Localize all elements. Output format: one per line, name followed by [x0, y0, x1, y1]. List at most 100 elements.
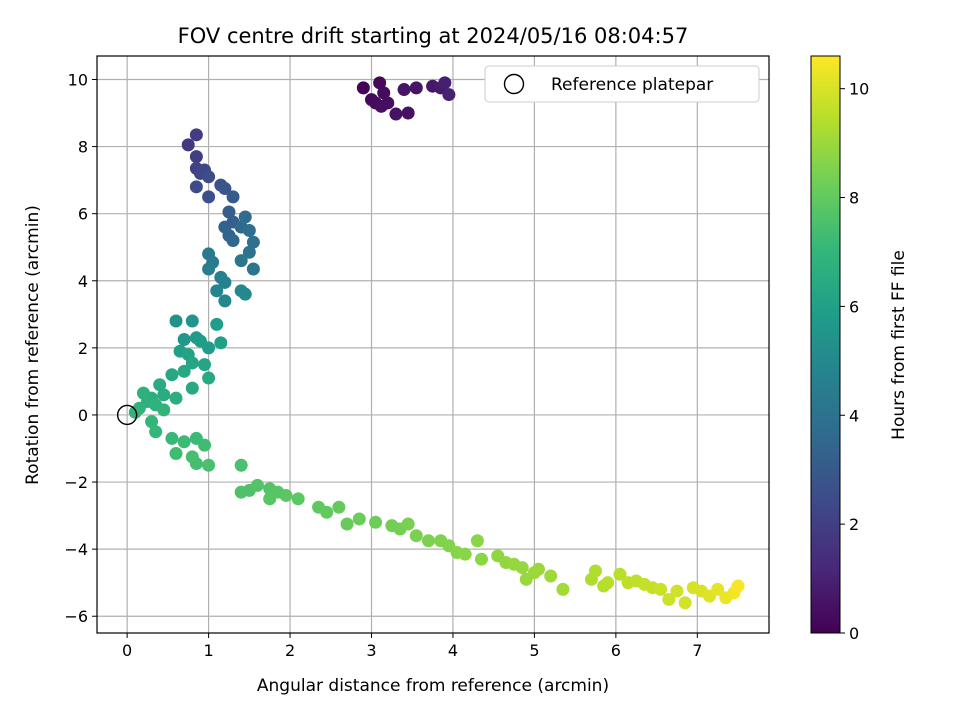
data-point — [250, 478, 264, 492]
data-point — [246, 262, 260, 276]
plot-points — [128, 76, 745, 610]
data-point — [340, 517, 354, 531]
data-point — [218, 182, 232, 196]
data-point — [202, 371, 216, 385]
colorbar-tick-label: 6 — [849, 297, 859, 316]
data-point — [169, 447, 183, 461]
data-point — [474, 552, 488, 566]
colorbar-tick-label: 10 — [849, 80, 869, 99]
data-point — [678, 596, 692, 610]
data-point — [556, 582, 570, 596]
data-point — [149, 425, 163, 439]
data-point — [711, 582, 725, 596]
data-point — [356, 81, 370, 95]
data-point — [352, 512, 366, 526]
y-tick-label: −6 — [64, 607, 88, 626]
data-point — [438, 76, 452, 90]
data-point — [189, 457, 203, 471]
data-point — [226, 190, 240, 204]
x-tick-label: 3 — [366, 641, 376, 660]
data-point — [234, 254, 248, 268]
data-point — [291, 492, 305, 506]
colorbar — [810, 55, 841, 634]
x-tick-label: 2 — [285, 641, 295, 660]
data-point — [389, 107, 403, 121]
data-point — [409, 529, 423, 543]
y-tick-label: 10 — [68, 70, 88, 89]
data-point — [320, 505, 334, 519]
data-point — [165, 431, 179, 445]
data-point — [177, 332, 191, 346]
data-point — [613, 567, 627, 581]
data-point — [670, 584, 684, 598]
y-tick-label: 4 — [78, 272, 88, 291]
data-point — [202, 262, 216, 276]
data-point — [222, 205, 236, 219]
data-point — [242, 223, 256, 237]
data-point — [181, 138, 195, 152]
data-point — [185, 314, 199, 328]
data-point — [377, 86, 391, 100]
y-tick-label: −2 — [64, 473, 88, 492]
data-point — [369, 515, 383, 529]
y-tick-label: 8 — [78, 138, 88, 157]
data-point — [189, 128, 203, 142]
data-point — [409, 81, 423, 95]
data-point — [442, 88, 456, 102]
legend: Reference platepar — [484, 65, 760, 103]
data-point — [145, 415, 159, 429]
data-point — [189, 180, 203, 194]
plot-frame — [96, 55, 770, 634]
data-point — [153, 378, 167, 392]
data-point — [401, 106, 415, 120]
plot-grid — [97, 56, 769, 633]
data-point — [515, 561, 529, 575]
data-point — [185, 381, 199, 395]
data-point — [401, 517, 415, 531]
x-tick-label: 7 — [692, 641, 702, 660]
x-axis-ticks: 0 1 2 3 4 5 6 7 — [122, 633, 702, 660]
x-axis-label: Angular distance from reference (arcmin) — [257, 676, 609, 696]
legend-box — [484, 65, 760, 103]
data-point — [470, 534, 484, 548]
y-axis-ticks: −6 −4 −2 0 2 4 6 8 10 — [64, 70, 97, 626]
data-point — [381, 96, 395, 110]
y-tick-label: 6 — [78, 205, 88, 224]
data-point — [157, 403, 171, 417]
x-tick-label: 0 — [122, 641, 132, 660]
data-point — [128, 405, 142, 419]
data-point — [189, 150, 203, 164]
colorbar-label: Hours from first FF file — [889, 250, 909, 440]
data-point — [332, 500, 346, 514]
data-point — [210, 317, 224, 331]
data-point — [544, 569, 558, 583]
data-point — [202, 190, 216, 204]
reference-marker — [116, 404, 138, 426]
data-point — [238, 210, 252, 224]
colorbar-tick-label: 4 — [849, 406, 859, 425]
data-point — [177, 435, 191, 449]
data-point — [397, 83, 411, 97]
data-point — [226, 234, 240, 248]
x-tick-label: 1 — [203, 641, 213, 660]
x-tick-label: 5 — [529, 641, 539, 660]
reference-platepar-marker — [116, 404, 138, 426]
data-point — [246, 235, 260, 249]
data-point — [198, 438, 212, 452]
data-point — [165, 368, 179, 382]
legend-entry-label: Reference platepar — [551, 75, 713, 95]
x-tick-label: 6 — [611, 641, 621, 660]
colorbar-tick-label: 0 — [849, 624, 859, 643]
data-point — [279, 488, 293, 502]
data-point — [242, 245, 256, 259]
data-point — [218, 294, 232, 308]
colorbar-ticks: 0 2 4 6 8 10 — [840, 80, 869, 643]
data-point — [198, 358, 212, 372]
data-point — [458, 547, 472, 561]
y-tick-label: 0 — [78, 406, 88, 425]
chart-title: FOV centre drift starting at 2024/05/16 … — [178, 24, 689, 48]
data-point — [202, 170, 216, 184]
colorbar-tick-label: 2 — [849, 515, 859, 534]
